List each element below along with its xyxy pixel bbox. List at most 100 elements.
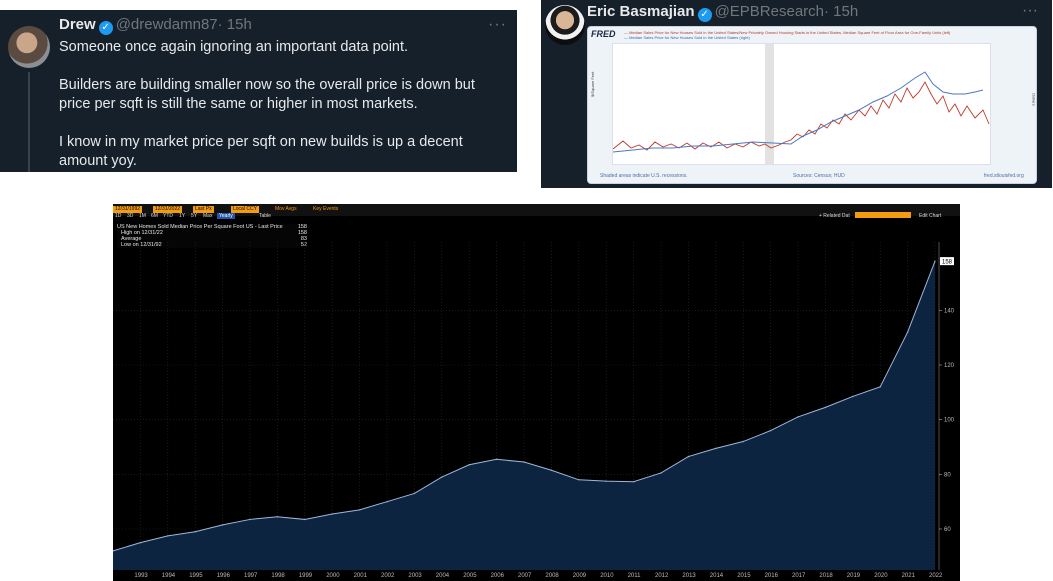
fred-legend-left: — Median Sales Price for New Houses Sold… <box>624 30 951 35</box>
data-point <box>934 260 936 262</box>
author-handle[interactable]: @EPBResearch <box>714 3 825 20</box>
date-from-field[interactable]: 12/31/1992 <box>113 206 143 213</box>
data-point <box>194 530 196 533</box>
last-price-badge-text: 158 <box>942 260 953 266</box>
data-point <box>331 513 333 515</box>
author-name[interactable]: Eric Basmajian <box>587 3 695 20</box>
tweet-time[interactable]: · 15h <box>217 16 252 33</box>
currency-select[interactable]: Local CCY <box>231 206 259 213</box>
tweet-paragraph: Someone once again ignoring an important… <box>59 39 409 55</box>
fred-chart-image[interactable]: FRED — Median Sales Price for New Houses… <box>587 26 1037 184</box>
y-tick-label: 60 <box>944 527 951 533</box>
verified-badge-icon: ✓ <box>98 21 113 35</box>
data-point <box>523 461 525 463</box>
key-events-toggle[interactable]: Key Events <box>313 206 339 212</box>
verified-badge-icon: ✓ <box>697 8 712 22</box>
fred-right-axis-label: Dollars <box>1031 93 1037 106</box>
fred-legend: — Median Sales Price for New Houses Sold… <box>624 30 1024 40</box>
legend-average-label: Average <box>121 236 142 242</box>
x-tick-label: 2005 <box>463 573 477 579</box>
data-point <box>906 331 909 333</box>
table-button[interactable]: Table <box>259 213 271 219</box>
x-tick-label: 2006 <box>491 573 505 579</box>
author-name[interactable]: Drew <box>59 16 96 33</box>
data-point <box>578 479 580 481</box>
legend-high-row: High on 12/31/22 158 <box>117 230 307 236</box>
data-point <box>304 518 306 521</box>
avatar[interactable] <box>8 26 50 68</box>
y-tick-label: 100 <box>944 418 955 424</box>
y-tick-label: 80 <box>944 472 951 478</box>
area-fill <box>113 261 935 570</box>
x-tick-label: 2009 <box>573 573 587 579</box>
x-tick-label: 2021 <box>902 573 916 579</box>
data-point <box>221 524 224 526</box>
data-point <box>358 509 361 511</box>
tweet-time[interactable]: · 15h <box>824 3 859 20</box>
x-tick-label: 2008 <box>545 573 559 579</box>
period-button[interactable]: 1Y <box>179 213 186 219</box>
avatar[interactable] <box>545 5 585 45</box>
period-button[interactable]: 1M <box>139 213 146 219</box>
author-handle[interactable]: @drewdamn87 <box>115 16 218 33</box>
last-px-select[interactable]: Last Px <box>193 206 214 213</box>
series-left-line <box>612 81 990 151</box>
period-button[interactable]: Max <box>203 213 213 219</box>
bloomberg-toolbar: 12/31/1992 12/31/2022 Last Px Local CCY … <box>113 204 960 219</box>
x-tick-label: 2020 <box>874 573 888 579</box>
y-tick-label: 140 <box>944 308 955 314</box>
tweet-drew[interactable]: Drew ✓ @drewdamn87· 15h ··· Someone once a… <box>0 10 517 172</box>
period-button[interactable]: 6M <box>151 213 158 219</box>
fred-footer-link[interactable]: fred.stlouisfed.org <box>984 173 1024 179</box>
series-right-line <box>612 71 984 153</box>
data-point <box>879 386 881 388</box>
price-per-sqft-chart: 60 80 100 120 140 158 1993 1994 1995 1996 1997 1998… <box>113 242 955 579</box>
legend-high-label: High on 12/31/22 <box>121 230 163 236</box>
period-button[interactable]: 5Y <box>191 213 198 219</box>
data-point <box>660 472 662 474</box>
fred-footer-sources: Sources: Census; HUD <box>793 173 845 179</box>
tweet-header: Drew ✓ @drewdamn87· 15h <box>59 16 252 35</box>
data-point <box>249 518 251 521</box>
data-point <box>715 447 717 450</box>
data-point <box>113 550 114 552</box>
x-tick-label: 2000 <box>326 573 340 579</box>
x-tick-label: 2016 <box>765 573 779 579</box>
data-point <box>632 480 635 483</box>
related-data-button[interactable]: + Related Dat <box>819 213 850 219</box>
period-button[interactable]: 3D <box>127 213 134 219</box>
yearly-select[interactable]: Yearly <box>217 213 235 219</box>
data-point <box>550 469 553 472</box>
legend-average-value: 83 <box>300 236 307 242</box>
mov-avgs-toggle[interactable]: Mov Avgs <box>275 206 297 212</box>
data-point <box>413 492 416 495</box>
tweet-eric[interactable]: Eric Basmajian ✓ @EPBResearch· 15h ··· FRE… <box>541 0 1052 188</box>
legend-series-row[interactable]: US New Homes Sold Median Price Per Squar… <box>117 224 307 230</box>
recession-shade <box>765 44 774 164</box>
fred-lines <box>612 44 990 164</box>
more-options-icon[interactable]: ··· <box>488 16 507 33</box>
x-tick-label: 1996 <box>217 573 231 579</box>
tweet-header: Eric Basmajian ✓ @EPBResearch· 15h <box>587 3 858 22</box>
more-options-icon[interactable]: ··· <box>1022 2 1038 19</box>
related-data-field[interactable] <box>855 212 911 218</box>
edit-chart-button[interactable]: Edit Chart <box>919 213 942 219</box>
legend-high-value: 158 <box>297 230 307 236</box>
chart-legend: US New Homes Sold Median Price Per Squar… <box>117 224 307 248</box>
x-tick-label: 1993 <box>134 573 148 579</box>
fred-footer-left: Shaded areas indicate U.S. recessions. <box>600 173 688 179</box>
period-button[interactable]: 1D <box>115 213 122 219</box>
legend-series-value: 158 <box>297 224 307 230</box>
legend-low-value: 52 <box>300 242 307 248</box>
x-tick-label: 2015 <box>737 573 751 579</box>
period-button[interactable]: YTD <box>163 213 173 219</box>
fred-plot-area <box>612 43 991 165</box>
data-point <box>797 416 799 418</box>
date-to-field[interactable]: 12/31/2022 <box>153 206 183 213</box>
x-tick-label: 2017 <box>792 573 806 579</box>
fred-legend-right: — Median Sales Price for New Houses Sold… <box>624 35 750 40</box>
tweet-paragraph: Builders are building smaller now so the… <box>59 77 475 112</box>
tweet-body: Someone once again ignoring an important… <box>59 38 509 190</box>
x-tick-label: 2002 <box>381 573 395 579</box>
data-point <box>769 429 772 432</box>
